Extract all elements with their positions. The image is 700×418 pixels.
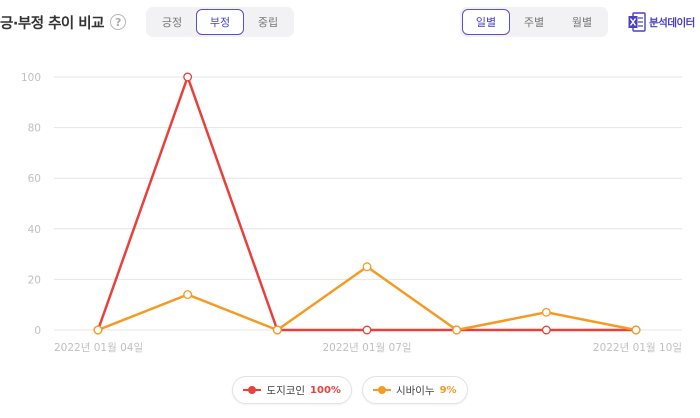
tab-neutral[interactable]: 중립 bbox=[257, 16, 279, 29]
page-title: 긍·부정 추이 비교 bbox=[0, 15, 104, 32]
legend-label-series-2: 시바이누 bbox=[395, 384, 435, 397]
series-1-point[interactable] bbox=[183, 72, 193, 82]
x-tick-label: 2022년 01월 04일 bbox=[54, 341, 143, 354]
legend-label-series-1: 도지코인 bbox=[266, 384, 306, 397]
series-2-point[interactable] bbox=[93, 325, 103, 335]
y-tick-label: 20 bbox=[28, 274, 41, 286]
series-2-point[interactable] bbox=[452, 325, 462, 335]
legend-swatch-series-2 bbox=[372, 385, 391, 395]
series-2-point[interactable] bbox=[631, 325, 641, 335]
help-icon[interactable]: ? bbox=[109, 14, 126, 30]
series-2-point[interactable] bbox=[183, 290, 193, 300]
chart-grid bbox=[54, 76, 682, 331]
x-tick-label: 2022년 01월 07일 bbox=[322, 341, 411, 354]
legend-share-series-2: 9% bbox=[439, 384, 457, 396]
export-data-button[interactable]: 분석데이터 bbox=[628, 12, 695, 32]
series-2-point[interactable] bbox=[362, 262, 372, 272]
export-data-label: 분석데이터 bbox=[649, 16, 695, 29]
tab-negative[interactable]: 부정 bbox=[196, 9, 244, 35]
tab-daily[interactable]: 일별 bbox=[462, 9, 510, 35]
tab-positive[interactable]: 긍정 bbox=[161, 16, 183, 29]
y-axis-ticks: 0 20 40 60 80 100 bbox=[21, 72, 41, 337]
y-tick-label: 40 bbox=[28, 224, 41, 236]
y-tick-label: 80 bbox=[28, 123, 41, 135]
legend-item-series-2[interactable]: 시바이누 9% bbox=[361, 376, 468, 404]
y-tick-label: 100 bbox=[21, 72, 41, 84]
chart-title-area: 긍·부정 추이 비교 ? bbox=[0, 10, 126, 34]
legend-item-series-1[interactable]: 도지코인 100% bbox=[232, 376, 352, 404]
series-2-point[interactable] bbox=[272, 325, 282, 335]
tab-weekly[interactable]: 주별 bbox=[523, 16, 545, 29]
y-tick-label: 0 bbox=[34, 325, 41, 337]
x-tick-label: 2022년 01월 10일 bbox=[593, 341, 682, 354]
legend-swatch-series-1 bbox=[243, 385, 262, 395]
series-line-2 bbox=[97, 265, 637, 332]
excel-icon bbox=[628, 12, 646, 32]
sentiment-toggle: 긍정 부정 중립 bbox=[146, 7, 294, 37]
series-line-1 bbox=[96, 73, 636, 332]
x-axis-ticks: 2022년 01월 04일 2022년 01월 07일 2022년 01월 10일 bbox=[54, 341, 682, 354]
legend-share-series-1: 100% bbox=[310, 384, 341, 396]
y-tick-label: 60 bbox=[28, 173, 41, 185]
series-1-point[interactable] bbox=[362, 325, 372, 335]
tab-monthly[interactable]: 월별 bbox=[571, 16, 593, 29]
series-1-point[interactable] bbox=[541, 325, 551, 335]
chart-series bbox=[93, 72, 641, 335]
chart-legend: 도지코인 100% 시바이누 9% bbox=[0, 376, 700, 404]
series-2-point[interactable] bbox=[541, 307, 551, 317]
period-toggle: 일별 주별 월별 bbox=[460, 7, 608, 37]
